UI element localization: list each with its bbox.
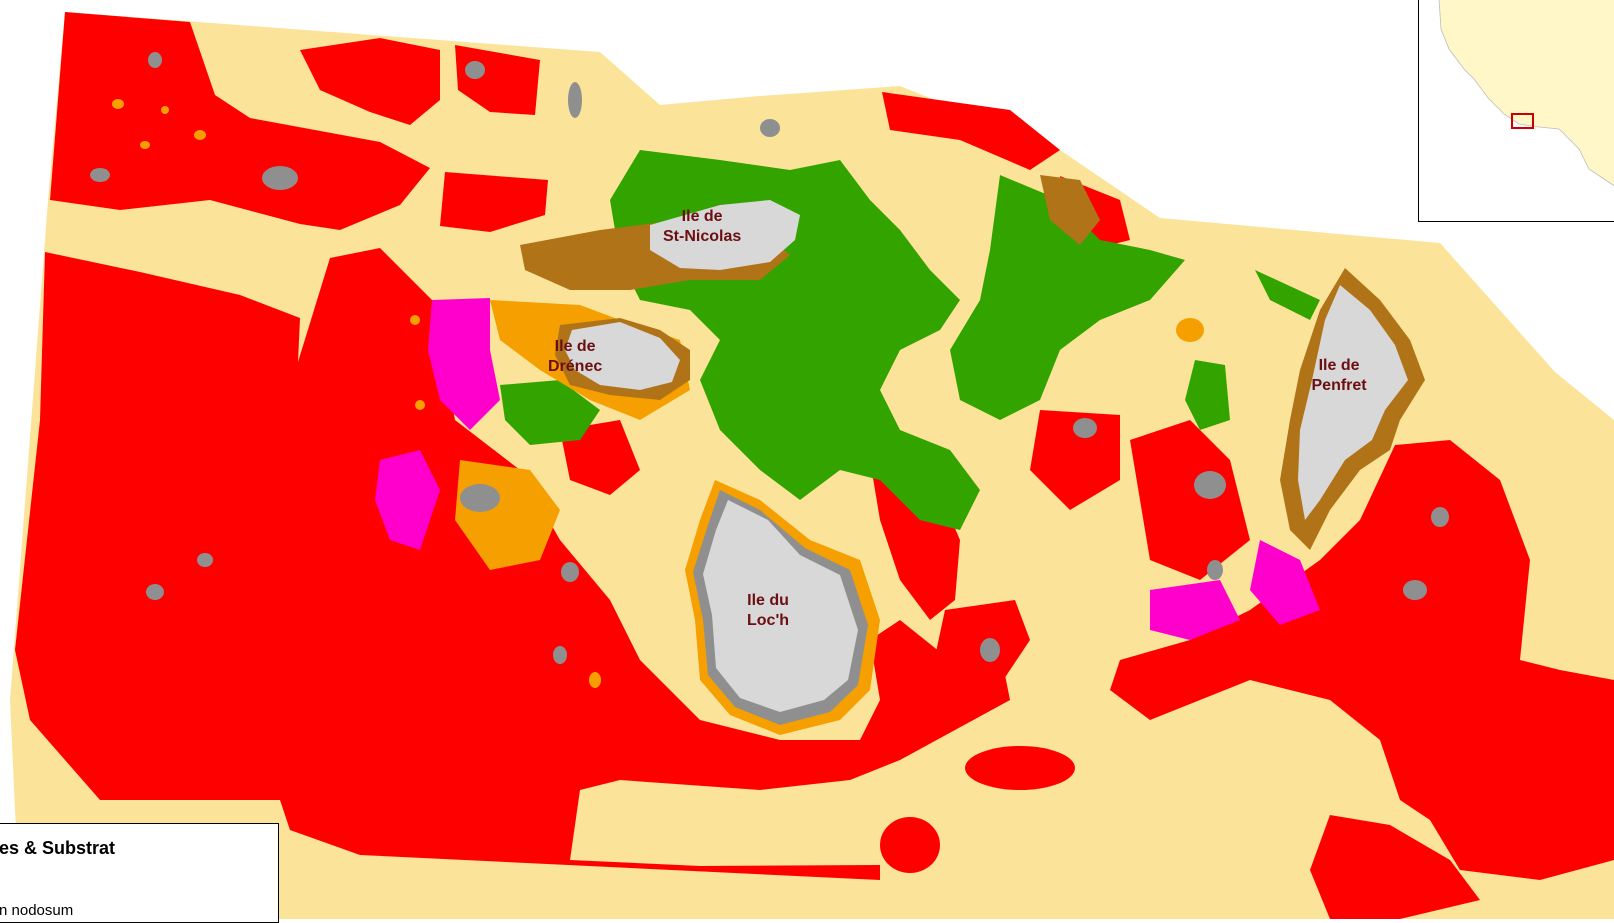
red-zone-north-4 xyxy=(882,92,1060,170)
green-zone-far-east xyxy=(1185,360,1230,430)
magenta-zone-southeast xyxy=(1150,580,1240,640)
island-penfret xyxy=(1298,285,1408,520)
label-penfret-line1: Ile de xyxy=(1318,357,1360,374)
label-drenec-line1: Ile de xyxy=(554,338,596,355)
orange-dots xyxy=(112,99,601,688)
red-zone-east-2 xyxy=(1130,420,1250,580)
label-penfret-line2: Penfret xyxy=(1311,377,1367,394)
label-st-nicolas-line1: Ile de xyxy=(681,208,723,225)
green-zone-west xyxy=(500,380,600,445)
inset-map-svg xyxy=(1419,0,1614,221)
magenta-zone-east xyxy=(1250,540,1320,625)
label-loch-line2: Loc'h xyxy=(747,612,790,629)
red-zone-south-bottom xyxy=(1310,815,1480,919)
legend-box: es & Substrat n nodosum xyxy=(0,823,279,923)
red-patch-bottom xyxy=(880,817,940,873)
label-st-nicolas: Ile de St-Nicolas xyxy=(663,207,741,247)
label-loch-line1: Ile du xyxy=(747,592,789,609)
label-loch: Ile du Loc'h xyxy=(747,591,789,631)
label-st-nicolas-line2: St-Nicolas xyxy=(663,228,742,245)
label-drenec-line2: Drénec xyxy=(548,358,603,375)
island-loch xyxy=(703,500,858,712)
inset-location-marker xyxy=(1511,113,1534,129)
red-zone-mid-2 xyxy=(930,600,1030,730)
small-rocks xyxy=(90,52,1449,664)
green-zone-strip xyxy=(1255,270,1320,320)
legend-item: n nodosum xyxy=(0,902,74,919)
magenta-zone-west-2 xyxy=(375,450,440,550)
red-zone-north-3 xyxy=(440,172,548,232)
magenta-zone-west xyxy=(428,298,500,430)
label-drenec: Ile de Drénec xyxy=(548,337,602,377)
orange-patch-east xyxy=(1176,318,1204,342)
label-penfret: Ile de Penfret xyxy=(1312,356,1367,396)
legend-title: es & Substrat xyxy=(0,838,116,858)
green-zone-east xyxy=(950,175,1185,420)
red-zone-west xyxy=(50,12,430,230)
island-drenec xyxy=(565,322,680,390)
inset-locator-map xyxy=(1418,0,1614,222)
red-zone-southeast xyxy=(1110,440,1614,880)
island-stnicolas xyxy=(650,200,800,270)
inset-coastline xyxy=(1438,0,1614,187)
red-zone-north-1 xyxy=(300,38,440,125)
brown-zone-north xyxy=(1040,175,1100,245)
red-patch-south xyxy=(965,746,1075,790)
red-zone-mid-3 xyxy=(1030,410,1120,510)
